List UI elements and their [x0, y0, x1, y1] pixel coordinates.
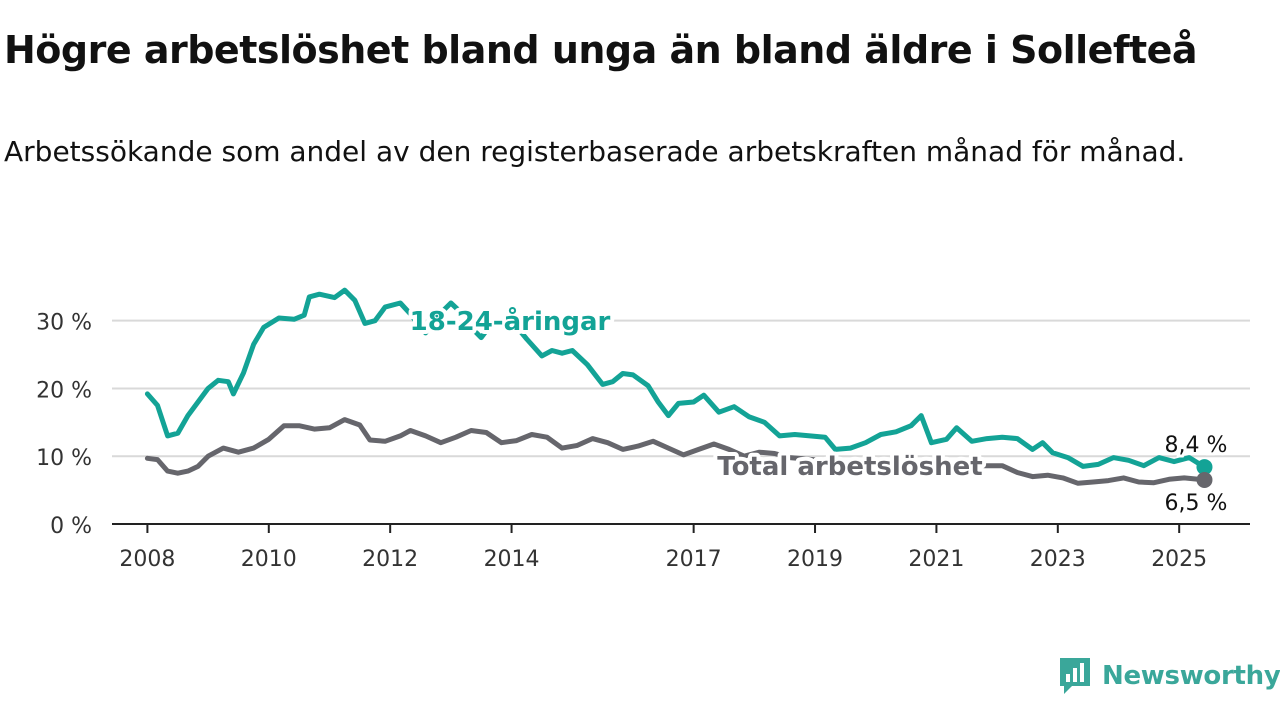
y-axis: 0 % 10 % 20 % 30 % [36, 311, 92, 539]
series-label-18-24: 18-24-åringar [410, 305, 611, 337]
y-tick-label: 30 % [36, 311, 92, 336]
x-tick-label: 2014 [484, 547, 540, 572]
x-tick-label: 2023 [1030, 547, 1086, 572]
x-tick-label: 2010 [241, 547, 297, 572]
series-line-18-24 [144, 287, 1207, 470]
y-tick-label: 10 % [36, 446, 92, 471]
series-lines [144, 287, 1213, 488]
y-tick-label: 0 % [50, 514, 92, 539]
chart-subtitle: Arbetssökande som andel av den registerb… [4, 135, 1186, 168]
end-label-total: 6,5 % [1165, 491, 1228, 516]
newsworthy-logo: Newsworthy [1058, 654, 1280, 698]
x-tick-label: 2008 [119, 547, 175, 572]
x-tick-label: 2019 [787, 547, 843, 572]
x-tick-label: 2021 [908, 547, 964, 572]
y-tick-label: 20 % [36, 378, 92, 403]
end-label-18-24: 8,4 % [1165, 433, 1228, 458]
series-labels: 18-24-åringar Total arbetslöshet 8,4 % 6,5 … [406, 301, 1231, 519]
series-end-dot [1196, 459, 1213, 476]
series-label-total: Total arbetslöshet [717, 452, 982, 482]
x-tick-label: 2017 [666, 547, 722, 572]
series-line-total [144, 417, 1207, 486]
x-tick-label: 2012 [362, 547, 418, 572]
gridlines [112, 319, 1250, 458]
x-axis: 2008 2010 2012 2014 2017 2019 2021 2023 2025 [112, 523, 1250, 572]
x-tick-label: 2025 [1151, 547, 1207, 572]
series-end-dot [1196, 471, 1213, 488]
brand-name: Newsworthy [1102, 661, 1280, 691]
newsworthy-logo-icon [1058, 656, 1092, 696]
chart-title: Högre arbetslöshet bland unga än bland ä… [4, 28, 1198, 72]
